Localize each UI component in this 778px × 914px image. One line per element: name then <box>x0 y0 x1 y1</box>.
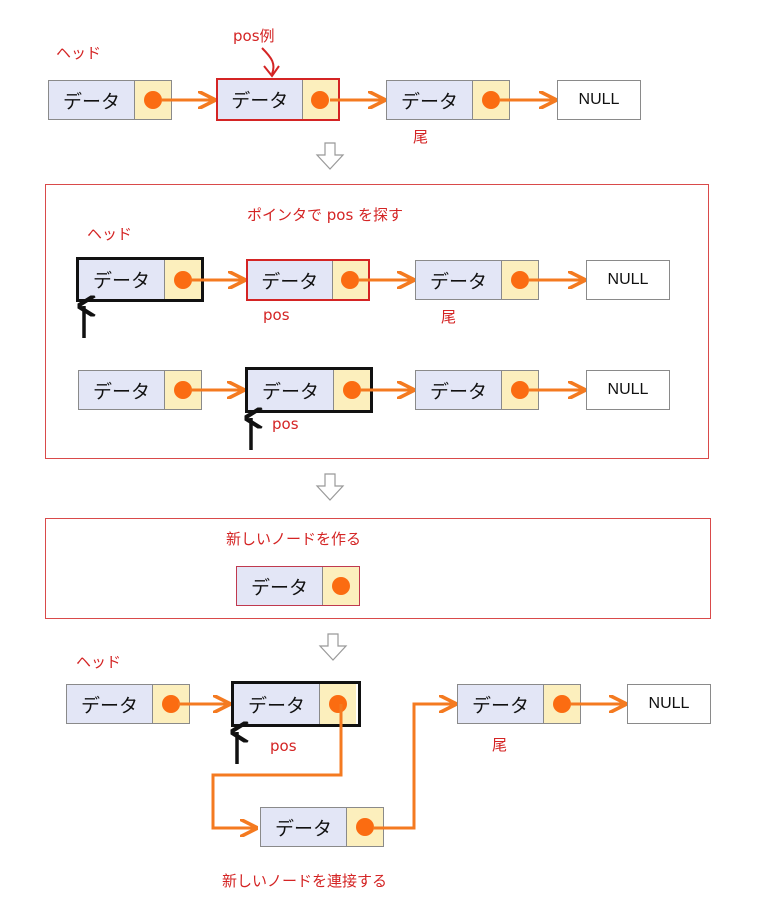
pointer-dot <box>144 91 162 109</box>
pos-example-arrow <box>261 47 275 75</box>
node-data: データ <box>387 81 473 119</box>
create-node-frame <box>45 518 711 619</box>
list-node-tail: データ <box>415 370 539 410</box>
down-arrow-icon <box>318 633 348 661</box>
node-data: データ <box>234 684 320 724</box>
pointer-dot <box>162 695 180 713</box>
pos-example-label: pos例 <box>233 27 275 45</box>
node-data: データ <box>248 370 334 410</box>
down-arrow-icon <box>315 473 345 501</box>
pointer-dot <box>511 271 529 289</box>
list-node-tail: データ <box>457 684 581 724</box>
tail-label: 尾 <box>441 308 457 326</box>
node-data: データ <box>416 371 502 409</box>
pointer-dot <box>329 695 347 713</box>
list-node-current: データ <box>76 257 204 302</box>
node-pointer <box>473 81 509 119</box>
list-node-tail: データ <box>386 80 510 120</box>
node-pointer <box>323 567 359 605</box>
create-node-title: 新しいノードを作る <box>226 530 362 548</box>
list-node: データ <box>78 370 202 410</box>
list-node: データ <box>66 684 190 724</box>
node-pointer <box>502 371 538 409</box>
null-terminator: NULL <box>586 260 670 300</box>
list-node: データ <box>48 80 172 120</box>
find-pos-frame <box>45 184 709 459</box>
pos-label: pos <box>263 306 290 324</box>
node-data: データ <box>49 81 135 119</box>
node-data: データ <box>458 685 544 723</box>
head-label: ヘッド <box>76 653 122 671</box>
node-pointer <box>165 260 201 299</box>
node-pointer <box>153 685 189 723</box>
node-pointer <box>334 370 370 410</box>
new-list-node: データ <box>260 807 384 847</box>
connect-node-title: 新しいノードを連接する <box>222 872 388 890</box>
pointer-dot <box>482 91 500 109</box>
node-data: データ <box>261 808 347 846</box>
link-arrow-from-new-node <box>373 704 455 830</box>
pos-label: pos <box>272 415 299 433</box>
pointer-dot <box>553 695 571 713</box>
list-node-pos-example: データ <box>216 78 340 121</box>
node-data: データ <box>79 371 165 409</box>
pointer-dot <box>511 381 529 399</box>
pointer-dot <box>356 818 374 836</box>
null-terminator: NULL <box>557 80 641 120</box>
node-pointer <box>544 685 580 723</box>
list-node-pos-current: データ <box>231 681 361 727</box>
list-node-tail: データ <box>415 260 539 300</box>
head-label: ヘッド <box>56 44 102 62</box>
node-data: データ <box>416 261 502 299</box>
pointer-dot <box>343 381 361 399</box>
node-data: データ <box>79 260 165 299</box>
pointer-dot <box>174 381 192 399</box>
node-pointer <box>302 80 338 119</box>
pointer-dot <box>332 577 350 595</box>
node-pointer <box>332 261 368 299</box>
node-data: データ <box>248 261 333 299</box>
node-data: データ <box>218 80 303 119</box>
pointer-dot <box>341 271 360 289</box>
null-terminator: NULL <box>627 684 711 724</box>
pointer-dot <box>174 270 192 289</box>
tail-label: 尾 <box>413 128 429 146</box>
new-list-node: データ <box>236 566 360 606</box>
node-pointer <box>165 371 201 409</box>
node-pointer <box>320 684 356 724</box>
node-data: データ <box>67 685 153 723</box>
list-node-pos: データ <box>246 259 370 301</box>
node-pointer <box>135 81 171 119</box>
null-terminator: NULL <box>586 370 670 410</box>
list-node-pos-current: データ <box>245 367 373 413</box>
head-label: ヘッド <box>87 225 133 243</box>
pos-label: pos <box>270 737 297 755</box>
find-pos-title: ポインタで pos を探す <box>247 206 404 224</box>
node-pointer <box>347 808 383 846</box>
node-data: データ <box>237 567 323 605</box>
pointer-dot <box>311 90 330 109</box>
down-arrow-icon <box>315 142 345 170</box>
node-pointer <box>502 261 538 299</box>
tail-label: 尾 <box>492 736 508 754</box>
